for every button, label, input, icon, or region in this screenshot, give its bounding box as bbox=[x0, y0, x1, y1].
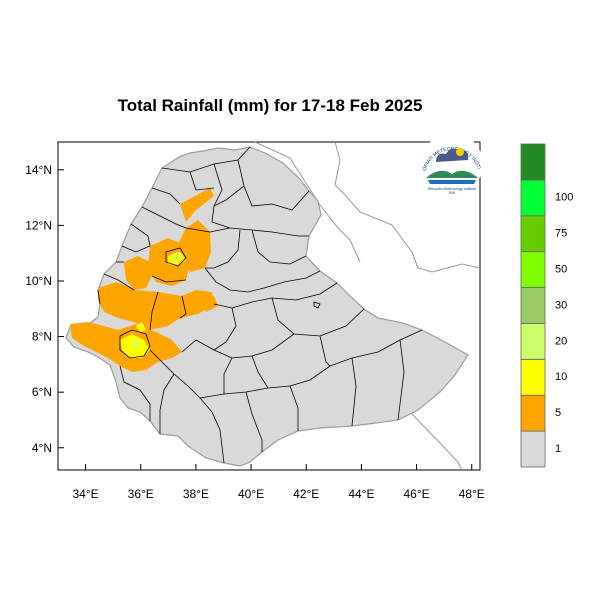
lat-tick-label: 10°N bbox=[25, 274, 52, 288]
legend-label: 75 bbox=[555, 228, 567, 240]
lon-tick-label: 44°E bbox=[348, 487, 374, 501]
legend-label: 30 bbox=[555, 299, 567, 311]
lat-tick-label: 4°N bbox=[32, 441, 52, 455]
legend-swatch bbox=[520, 358, 546, 396]
lon-tick-label: 42°E bbox=[293, 487, 319, 501]
neighbor-borders bbox=[254, 141, 481, 471]
water-icon bbox=[428, 180, 476, 184]
legend-swatch bbox=[520, 143, 546, 181]
admin-boundaries bbox=[97, 146, 423, 464]
legend-swatch bbox=[520, 215, 546, 253]
legend-label: 50 bbox=[555, 263, 567, 275]
legend-label: 5 bbox=[555, 407, 561, 419]
longitude-axis: 34°E 36°E 38°E 40°E 42°E 44°E 46°E 48°E bbox=[73, 464, 485, 501]
rainfall-1-5mm-areas bbox=[70, 188, 218, 372]
lat-tick-label: 6°N bbox=[32, 385, 52, 399]
legend-swatch bbox=[520, 179, 546, 217]
legend-swatch bbox=[520, 323, 546, 360]
lon-tick-label: 34°E bbox=[73, 487, 99, 501]
legend-swatch bbox=[520, 287, 546, 324]
lon-tick-label: 38°E bbox=[183, 487, 209, 501]
lat-tick-label: 12°N bbox=[25, 218, 52, 232]
lat-tick-label: 8°N bbox=[32, 330, 52, 344]
rainfall-10-20mm-areas bbox=[132, 252, 180, 348]
lon-tick-label: 40°E bbox=[238, 487, 264, 501]
hills-icon bbox=[426, 170, 478, 178]
lon-tick-label: 48°E bbox=[459, 487, 485, 501]
legend-label: 10 bbox=[555, 371, 567, 383]
sun-icon bbox=[456, 148, 464, 156]
logo-abbr: EMI bbox=[449, 191, 455, 195]
legend-swatch bbox=[520, 394, 546, 432]
legend-label: 100 bbox=[555, 192, 573, 204]
legend-label: 1 bbox=[555, 443, 561, 455]
lat-tick-label: 14°N bbox=[25, 163, 52, 177]
lon-tick-label: 46°E bbox=[403, 487, 429, 501]
legend-swatch bbox=[520, 430, 546, 468]
latitude-axis: 14°N 12°N 10°N 8°N 6°N 4°N bbox=[25, 163, 64, 455]
map-title: Total Rainfall (mm) for 17-18 Feb 2025 bbox=[117, 96, 423, 115]
legend-label: 20 bbox=[555, 335, 567, 347]
lon-tick-label: 36°E bbox=[128, 487, 154, 501]
legend-colorbar: 1 5 10 20 30 50 75 100 bbox=[520, 143, 573, 468]
logo-org-name: Ethiopian Meteorology Institute bbox=[428, 187, 476, 191]
legend-swatch bbox=[520, 251, 546, 288]
